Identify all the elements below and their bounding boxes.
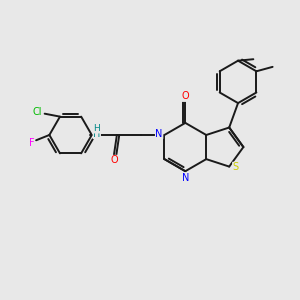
Text: H: H (93, 128, 100, 139)
Text: O: O (110, 155, 118, 165)
Text: S: S (232, 162, 239, 172)
Text: Cl: Cl (32, 107, 42, 117)
Text: F: F (28, 138, 34, 148)
Text: N: N (182, 173, 189, 183)
Text: O: O (182, 92, 189, 101)
Text: H: H (93, 124, 100, 133)
Text: N: N (155, 128, 163, 139)
